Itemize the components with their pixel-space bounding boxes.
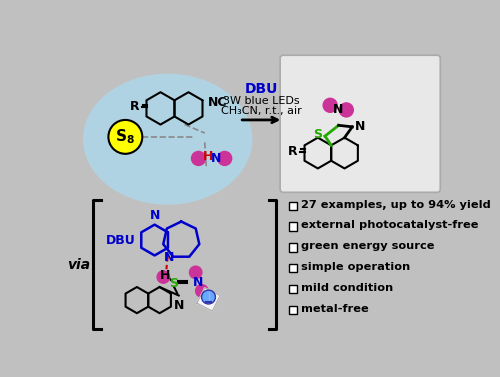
Circle shape bbox=[195, 284, 209, 298]
Text: R: R bbox=[130, 100, 140, 113]
Text: simple operation: simple operation bbox=[301, 262, 410, 272]
Text: N: N bbox=[192, 276, 203, 289]
Text: N: N bbox=[332, 103, 343, 116]
Text: N: N bbox=[356, 120, 366, 133]
Text: metal-free: metal-free bbox=[301, 303, 368, 314]
Circle shape bbox=[322, 98, 338, 113]
Circle shape bbox=[108, 120, 142, 154]
Bar bbox=[288, 264, 297, 273]
Bar bbox=[288, 202, 297, 210]
Polygon shape bbox=[197, 288, 220, 311]
Text: 27 examples, up to 94% yield: 27 examples, up to 94% yield bbox=[301, 200, 490, 210]
Text: 3W blue LEDs: 3W blue LEDs bbox=[224, 96, 300, 106]
Text: $\mathbf{S_8}$: $\mathbf{S_8}$ bbox=[116, 127, 136, 146]
Text: via: via bbox=[68, 258, 90, 272]
Bar bbox=[288, 243, 297, 251]
Text: N: N bbox=[211, 152, 222, 165]
Text: N: N bbox=[174, 299, 184, 311]
Text: S: S bbox=[313, 128, 322, 141]
Text: S: S bbox=[170, 277, 178, 290]
Text: external photocatalyst-free: external photocatalyst-free bbox=[301, 221, 478, 230]
Text: N: N bbox=[150, 209, 160, 222]
Text: R: R bbox=[288, 145, 298, 158]
Circle shape bbox=[217, 151, 232, 166]
Bar bbox=[288, 222, 297, 231]
Text: NC: NC bbox=[208, 96, 227, 109]
Circle shape bbox=[156, 270, 170, 284]
Text: DBU: DBU bbox=[106, 233, 136, 247]
Text: H: H bbox=[160, 269, 170, 282]
Text: H: H bbox=[204, 150, 214, 163]
Circle shape bbox=[188, 265, 202, 279]
Text: CH₃CN, r.t., air: CH₃CN, r.t., air bbox=[222, 106, 302, 116]
Bar bbox=[288, 305, 297, 314]
FancyBboxPatch shape bbox=[280, 55, 440, 192]
Text: DBU: DBU bbox=[245, 82, 278, 96]
Circle shape bbox=[338, 102, 354, 118]
Text: N: N bbox=[164, 251, 174, 264]
Bar bbox=[288, 285, 297, 293]
Text: mild condition: mild condition bbox=[301, 283, 393, 293]
Circle shape bbox=[202, 290, 215, 304]
Text: green energy source: green energy source bbox=[301, 241, 434, 251]
Ellipse shape bbox=[83, 74, 252, 205]
Circle shape bbox=[191, 151, 206, 166]
